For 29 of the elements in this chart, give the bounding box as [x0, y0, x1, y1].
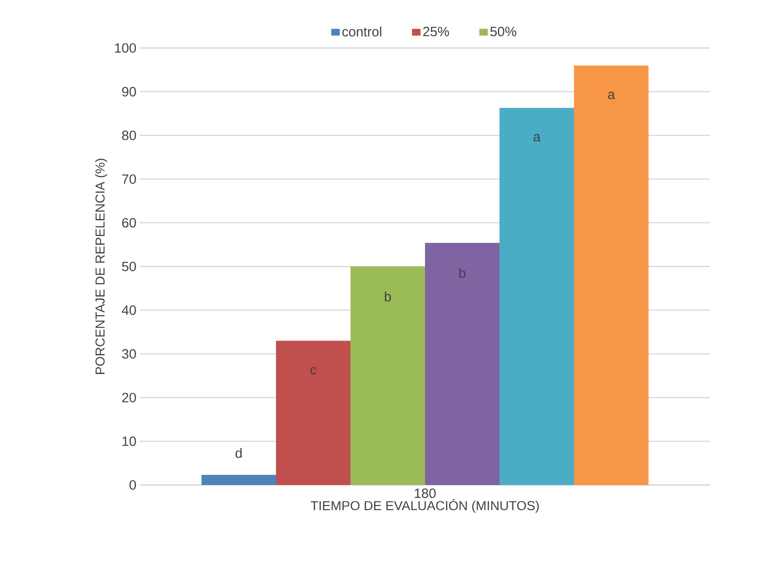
y-axis-title: PORCENTAJE DE REPELENCIA (%): [95, 158, 108, 374]
annotation: a: [608, 92, 616, 100]
bar: [500, 108, 574, 485]
bar: [425, 242, 500, 485]
y-tick-label: 10: [122, 436, 136, 446]
annotation: b: [459, 268, 466, 278]
bar: [574, 65, 649, 485]
bar: [202, 474, 276, 485]
y-tick-label: 90: [122, 86, 136, 96]
annotation: b: [384, 292, 391, 302]
bar: [276, 340, 351, 485]
annotation: c: [310, 367, 316, 374]
x-axis-title: TIEMPO DE EVALUACIÓN (MINUTOS): [310, 498, 539, 513]
annotation: d: [236, 448, 242, 458]
y-tick-label: 30: [122, 349, 136, 359]
y-tick-label: 50: [122, 262, 136, 272]
y-tick-label: 40: [122, 305, 136, 315]
legend-label: 50%: [490, 26, 516, 36]
y-tick-label: 70: [122, 174, 136, 184]
legend-label: control: [342, 26, 382, 36]
annotation: a: [534, 134, 541, 142]
y-tick-label: 20: [122, 392, 136, 402]
y-tick-label: 100: [115, 43, 136, 53]
y-tick-label: 0: [130, 480, 136, 490]
y-tick-label: 80: [122, 130, 136, 140]
x-tick-label: 180: [414, 488, 436, 498]
bar: [350, 266, 426, 485]
legend-label: 25%: [423, 26, 449, 36]
y-tick-label: 60: [122, 218, 136, 228]
